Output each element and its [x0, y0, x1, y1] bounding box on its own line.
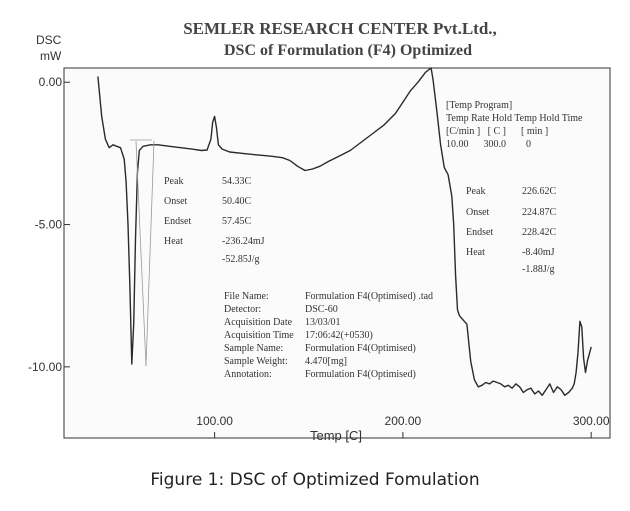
- x-ticks: 100.00 200.00 300.00: [196, 414, 610, 438]
- file-info-label-5: Sample Weight:: [224, 356, 288, 367]
- onset-tangent: [135, 140, 147, 367]
- temp-program-units: [C/min ] [ C ] [ min ]: [446, 126, 548, 137]
- plot-frame: [63, 67, 611, 439]
- x-tick-label-2: 300.00: [573, 414, 610, 428]
- x-tick-label-0: 100.00: [196, 414, 233, 428]
- temp-program: [Temp Program] Temp Rate Hold Temp Hold …: [446, 100, 583, 150]
- file-info-label-2: Acquisition Date: [224, 317, 293, 328]
- x-tick-label-1: 200.00: [385, 414, 422, 428]
- temp-program-values: 10.00 300.0 0: [446, 139, 531, 150]
- file-info-label-0: File Name:: [224, 291, 269, 302]
- peak2-label-heat: Heat: [466, 247, 485, 258]
- peak1-value-heat-per-gram: -52.85J/g: [222, 254, 260, 265]
- peak2-label-endset: Endset: [466, 227, 493, 238]
- file-info-value-4: Formulation F4(Optimised): [305, 343, 416, 354]
- chart-subtitle: DSC of Formulation (F4) Optimized: [224, 42, 472, 59]
- file-info-label-3: Acquisition Time: [224, 330, 294, 341]
- file-info-value-3: 17:06:42(+0530): [305, 330, 373, 341]
- x-axis-label: Temp [C]: [310, 428, 362, 443]
- peak2-value-heat-per-gram: -1.88J/g: [522, 264, 555, 275]
- peak2-value-peak: 226.62C: [522, 186, 557, 197]
- file-info-label-4: Sample Name:: [224, 343, 283, 354]
- series-layer: [97, 67, 592, 396]
- chart-title: SEMLER RESEARCH CENTER Pvt.Ltd.,: [183, 19, 497, 38]
- y-tick-label-1: -5.00: [35, 218, 63, 232]
- peak1-label-onset: Onset: [164, 196, 188, 207]
- peak1-value-peak: 54.33C: [222, 176, 252, 187]
- file-info-value-6: Formulation F4(Optimised): [305, 369, 416, 380]
- y-tick-label-2: -10.00: [28, 360, 62, 374]
- y-axis-label: DSC: [36, 33, 62, 47]
- peak2-value-endset: 228.42C: [522, 227, 557, 238]
- peak1-value-endset: 57.45C: [222, 216, 252, 227]
- y-tick-label-0: 0.00: [39, 75, 63, 89]
- peak2-label-peak: Peak: [466, 186, 485, 197]
- figure-caption: Figure 1: DSC of Optimized Fomulation: [150, 470, 480, 490]
- peak2-label-onset: Onset: [466, 207, 490, 218]
- file-info-value-5: 4.470[mg]: [305, 356, 347, 367]
- series-line-0: [97, 67, 592, 396]
- endset-tangent: [145, 140, 155, 367]
- y-axis-unit: mW: [40, 49, 62, 63]
- peak1-value-onset: 50.40C: [222, 196, 252, 207]
- file-info-label-6: Annotation:: [224, 369, 272, 380]
- file-info-value-0: Formulation F4(Optimised) .tad: [305, 291, 433, 302]
- peak1-value-heat: -236.24mJ: [222, 236, 265, 247]
- file-info-value-2: 13/03/01: [305, 317, 341, 328]
- file-info-label-1: Detector:: [224, 304, 261, 315]
- peak2-value-onset: 224.87C: [522, 207, 557, 218]
- peak1-label-peak: Peak: [164, 176, 183, 187]
- peak1-label-heat: Heat: [164, 236, 183, 247]
- file-info: File Name: Formulation F4(Optimised) .ta…: [224, 291, 433, 380]
- peak1-label-endset: Endset: [164, 216, 191, 227]
- peak2-annotation: Peak 226.62C Onset 224.87C Endset 228.42…: [466, 186, 557, 275]
- peak1-annotation: Peak 54.33C Onset 50.40C Endset 57.45C H…: [164, 176, 265, 265]
- peak2-value-heat: -8.40mJ: [522, 247, 555, 258]
- file-info-value-1: DSC-60: [305, 304, 338, 315]
- temp-program-title: [Temp Program]: [446, 100, 512, 111]
- temp-program-header: Temp Rate Hold Temp Hold Time: [446, 113, 583, 124]
- y-ticks: 0.00 -5.00 -10.00: [28, 75, 70, 374]
